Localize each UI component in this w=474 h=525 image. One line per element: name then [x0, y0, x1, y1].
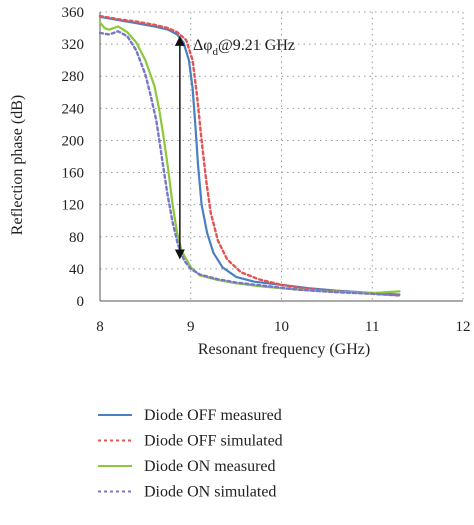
- y-tick-label: 200: [62, 133, 85, 149]
- y-tick-label: 160: [62, 166, 85, 182]
- y-tick-label: 40: [69, 262, 84, 278]
- y-axis-title: Reflection phase (dB): [9, 95, 26, 235]
- x-tick-label: 10: [274, 319, 289, 335]
- series-layer: [98, 14, 401, 297]
- y-tick-label: 240: [62, 101, 85, 117]
- y-tick-label: 120: [62, 198, 85, 214]
- x-tick-label: 8: [96, 319, 104, 335]
- legend-label-4: Diode ON simulated: [144, 484, 276, 501]
- y-tick-label: 280: [62, 69, 85, 85]
- series-line-4: [98, 30, 401, 297]
- x-tick-label: 9: [187, 319, 195, 335]
- axes: 0 40 80 120 160 200 240 280 320 360 8 9 10 11 12: [62, 5, 471, 335]
- annotation: Δφd@9.21 GHz: [174, 35, 295, 260]
- y-tick-label: 360: [62, 5, 85, 21]
- x-tick-label: 12: [456, 319, 471, 335]
- grid: [100, 11, 464, 301]
- legend-label-2: Diode OFF simulated: [144, 433, 283, 450]
- y-tick-label: 80: [69, 230, 84, 246]
- series-line-3: [98, 21, 401, 295]
- annotation-label: Δφd@9.21 GHz: [193, 37, 295, 58]
- legend-label-3: Diode ON measured: [144, 458, 276, 475]
- legend: Diode OFF measured Diode OFF simulated Dio…: [98, 407, 283, 501]
- x-tick-label: 11: [365, 319, 379, 335]
- y-tick-label: 320: [62, 37, 85, 53]
- legend-label-1: Diode OFF measured: [144, 407, 282, 424]
- series-line-2: [98, 14, 401, 297]
- y-tick-label: 0: [77, 294, 85, 310]
- x-axis-title: Resonant frequency (GHz): [198, 341, 370, 358]
